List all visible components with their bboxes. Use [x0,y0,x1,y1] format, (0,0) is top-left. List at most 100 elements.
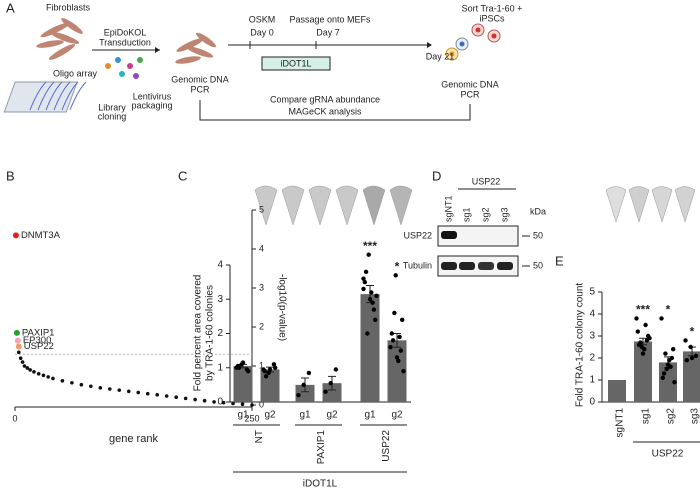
lane-label: sg2 [480,207,490,222]
x-tick-label: sg2 [666,408,677,425]
point [25,366,30,370]
data-point [642,347,647,352]
label: Day 21 [426,51,455,61]
label: Oligo array [53,68,98,78]
data-point [393,273,398,278]
significance: * [395,259,400,273]
data-point [396,358,401,364]
well-images [254,185,696,226]
point [28,368,32,372]
data-point [661,371,667,376]
data-point [401,368,406,374]
data-point [400,317,405,322]
data-point [634,316,639,321]
data-point [361,286,366,292]
point [79,382,84,387]
data-point [369,290,374,295]
data-point [643,322,648,328]
point [117,388,122,392]
data-point [240,360,246,365]
bar [322,383,342,402]
data-point [362,279,367,285]
x-tick-label: g2 [391,410,403,421]
point [183,396,188,401]
label: iDOT1L [280,58,311,68]
label: Lentivirus [133,91,172,101]
blot-box [437,225,519,247]
point [22,364,27,368]
data-point [263,374,269,379]
label: Library [98,102,126,112]
data-point [390,338,396,343]
y-tick-label: 4 [259,243,264,253]
marker-label: 50 [533,260,543,270]
y-tick-label: 2 [217,328,223,339]
data-point [296,392,301,398]
bar [683,351,700,402]
data-point [271,362,277,367]
y-axis-label: by TRA-1-60 colonies [205,285,216,381]
point [250,403,254,407]
point-label: USP22 [24,341,54,352]
y-tick-label: 3 [589,331,595,342]
point [164,394,169,398]
point [20,360,25,364]
lane-label: sg3 [499,207,509,222]
y-tick-label: 4 [217,260,223,271]
data-point [365,331,370,336]
group-label: USP22 [381,430,392,462]
bar [233,366,253,402]
bar [387,340,407,402]
data-point [374,293,379,299]
point [155,393,159,397]
ipsc-icon [445,23,501,61]
data-point [266,370,271,376]
point [212,400,216,404]
data-point [361,276,366,281]
label: Day 0 [250,27,274,37]
band [497,262,513,270]
label: Sort Tra-1-60 + [462,3,523,13]
data-point [672,380,677,385]
x-tick-label: sg1 [641,408,652,425]
data-point [659,316,664,321]
data-point [647,336,652,341]
group-label: PAXIP1 [316,430,327,465]
data-point [668,364,673,369]
label: EpiDoKOL [104,27,147,37]
bar [634,341,652,402]
marker-label: 50 [533,230,543,240]
point [41,373,46,378]
data-point [684,358,689,363]
label: OSKM [249,14,276,24]
western-blot: D USP22 sgNT1 sg1 sg2 sg3 kDa USP22 Tubu… [403,168,546,277]
data-point [306,370,312,376]
data-point [635,329,640,334]
label: Genomic DNA [171,74,229,84]
significance: *** [363,239,377,253]
data-point [323,389,328,394]
y-tick-label: 5 [589,287,595,298]
band [459,262,475,270]
label: packaging [131,100,172,110]
data-point [273,365,278,370]
lentivirus-icon [105,57,143,79]
data-point [660,375,665,380]
group-label: USP22 [652,449,684,460]
data-point [663,351,668,356]
row-label: USP22 [403,230,432,240]
panel-label: E [555,253,564,268]
y-axis-label: Fold TRA-1-60 colony count [575,283,586,408]
unit-label: kDa [530,206,546,216]
x-tick-label: sg3 [690,408,700,425]
label: cloning [98,111,127,121]
oligo-array-icon [3,81,87,113]
label: Day 7 [316,27,340,37]
lane-label: sg1 [461,207,471,222]
data-point [367,297,373,302]
label: PCR [190,84,210,94]
label: iPSCs [479,13,505,23]
bar [608,380,626,402]
bracket [199,100,471,121]
